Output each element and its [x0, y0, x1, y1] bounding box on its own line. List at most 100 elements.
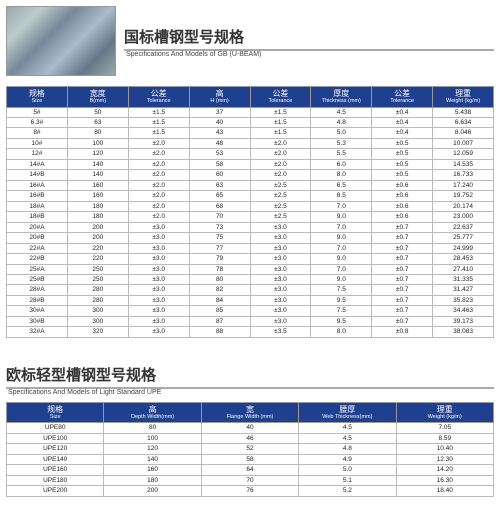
- cell: 300: [67, 306, 128, 316]
- cell: 160: [67, 180, 128, 190]
- cell: 180: [67, 201, 128, 211]
- cell: 5.5: [311, 149, 372, 159]
- cell: ±2.5: [250, 191, 311, 201]
- cell: 220: [67, 243, 128, 253]
- cell: 79: [189, 254, 250, 264]
- table-row: 20#A200±3.073±3.07.0±0.722.637: [7, 222, 494, 232]
- section1-title-en: Specifications And Models of GB (U-BEAM): [124, 51, 494, 58]
- cell: 63: [67, 117, 128, 127]
- table-row: 25#A250±3.078±3.07.0±0.727.410: [7, 264, 494, 274]
- cell: 80: [104, 423, 201, 433]
- cell: ±3.0: [250, 306, 311, 316]
- cell: ±3.0: [250, 222, 311, 232]
- cell: 24.999: [433, 243, 494, 253]
- cell: 7.5: [311, 285, 372, 295]
- cell: 5#: [7, 107, 68, 117]
- cell: ±1.5: [128, 107, 189, 117]
- table-row: 8#80±1.543±1.55.0±0.48.046: [7, 128, 494, 138]
- table-row: UPE160160645.014.20: [7, 465, 494, 475]
- cell: 6.634: [433, 117, 494, 127]
- cell: 46: [201, 433, 298, 443]
- cell: 6.5: [311, 180, 372, 190]
- section2-title-en: Specifications And Models of Light Stand…: [6, 389, 494, 396]
- cell: 5.0: [299, 465, 396, 475]
- cell: 180: [67, 212, 128, 222]
- cell: ±0.7: [372, 254, 433, 264]
- cell: ±0.7: [372, 306, 433, 316]
- table-row: 18#B180±2.070±2.59.0±0.623.000: [7, 212, 494, 222]
- cell: UPE180: [7, 475, 104, 485]
- cell: ±0.6: [372, 180, 433, 190]
- cell: ±3.0: [128, 264, 189, 274]
- cell: 22#B: [7, 254, 68, 264]
- cell: 10#: [7, 138, 68, 148]
- cell: 50: [67, 107, 128, 117]
- cell: ±0.8: [372, 327, 433, 337]
- product-photo: [6, 6, 116, 76]
- cell: 120: [104, 444, 201, 454]
- cell: 88: [189, 327, 250, 337]
- cell: 20#B: [7, 233, 68, 243]
- cell: 76: [201, 486, 298, 496]
- gb-ubeam-table: 规格Size宽度B(mm)公差Tolerance高H (mm)公差Toleran…: [6, 86, 494, 338]
- cell: 160: [67, 191, 128, 201]
- cell: 5.438: [433, 107, 494, 117]
- cell: ±3.0: [250, 285, 311, 295]
- table-row: 30#A300±3.085±3.07.5±0.734.463: [7, 306, 494, 316]
- cell: 6.0: [311, 159, 372, 169]
- cell: ±3.0: [128, 243, 189, 253]
- column-header: 公差Tolerance: [128, 87, 189, 108]
- cell: 16#A: [7, 180, 68, 190]
- column-header: 厚度Thickness (mm): [311, 87, 372, 108]
- cell: 64: [201, 465, 298, 475]
- table-row: 20#B200±3.075±3.09.0±0.725.777: [7, 233, 494, 243]
- cell: ±1.5: [250, 128, 311, 138]
- cell: 53: [189, 149, 250, 159]
- cell: ±3.0: [250, 275, 311, 285]
- table-row: 14#A140±2.058±2.06.0±0.514.535: [7, 159, 494, 169]
- table-row: 28#A280±3.082±3.07.5±0.731.427: [7, 285, 494, 295]
- cell: ±2.0: [250, 159, 311, 169]
- cell: 58: [189, 159, 250, 169]
- cell: 7.0: [311, 201, 372, 211]
- cell: 40: [189, 117, 250, 127]
- cell: 39.173: [433, 316, 494, 326]
- cell: 38.083: [433, 327, 494, 337]
- cell: ±2.0: [128, 180, 189, 190]
- cell: 200: [104, 486, 201, 496]
- cell: 35.823: [433, 295, 494, 305]
- column-header: 腰厚Web Thickness(mm): [299, 402, 396, 423]
- table-row: 16#A160±2.063±2.56.5±0.617.240: [7, 180, 494, 190]
- cell: UPE100: [7, 433, 104, 443]
- cell: 7.5: [311, 306, 372, 316]
- cell: 25.777: [433, 233, 494, 243]
- cell: 7.05: [396, 423, 493, 433]
- cell: UPE140: [7, 454, 104, 464]
- cell: ±3.0: [250, 243, 311, 253]
- cell: ±0.7: [372, 222, 433, 232]
- cell: 180: [104, 475, 201, 485]
- cell: ±0.7: [372, 285, 433, 295]
- table-row: 30#B300±3.087±3.09.5±0.739.173: [7, 316, 494, 326]
- cell: ±1.5: [128, 117, 189, 127]
- cell: 4.5: [311, 107, 372, 117]
- table-row: 6.3#63±1.540±1.54.8±0.46.634: [7, 117, 494, 127]
- cell: 9.5: [311, 316, 372, 326]
- cell: 19.752: [433, 191, 494, 201]
- cell: 8#: [7, 128, 68, 138]
- column-header: 宽Flange Width (mm): [201, 402, 298, 423]
- cell: ±3.0: [128, 254, 189, 264]
- cell: 20.174: [433, 201, 494, 211]
- cell: ±3.0: [128, 275, 189, 285]
- cell: 280: [67, 285, 128, 295]
- cell: 14.535: [433, 159, 494, 169]
- cell: 6.3#: [7, 117, 68, 127]
- cell: 200: [67, 222, 128, 232]
- cell: 300: [67, 316, 128, 326]
- cell: 17.240: [433, 180, 494, 190]
- cell: 18.40: [396, 486, 493, 496]
- cell: ±1.5: [250, 107, 311, 117]
- cell: 140: [67, 170, 128, 180]
- cell: ±2.0: [128, 149, 189, 159]
- cell: 7.0: [311, 222, 372, 232]
